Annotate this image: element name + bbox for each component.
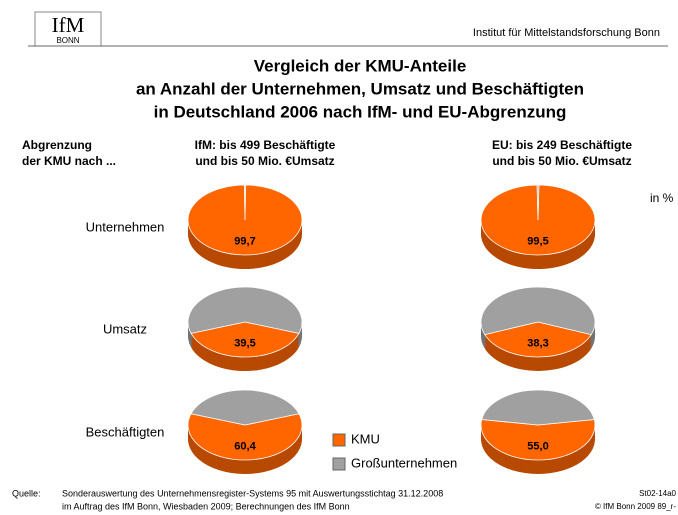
title: Vergleich der KMU-Anteile bbox=[254, 56, 467, 75]
row-label: Unternehmen bbox=[86, 219, 165, 234]
value-label: 99,7 bbox=[234, 235, 255, 247]
pie-slice bbox=[244, 184, 246, 221]
value-label: 99,5 bbox=[527, 235, 548, 247]
pie-slice bbox=[190, 321, 300, 358]
legend-label: Großunternehmen bbox=[351, 455, 457, 470]
unit: in % bbox=[650, 191, 674, 205]
row-header: Abgrenzung bbox=[22, 138, 92, 152]
source: Sonderauswertung des Unternehmensregiste… bbox=[62, 488, 443, 498]
pie-slice bbox=[190, 389, 300, 426]
legend-swatch bbox=[332, 457, 346, 471]
row-label: Beschäftigten bbox=[86, 424, 165, 439]
pie-slice bbox=[480, 286, 596, 336]
code: St02-14a0 bbox=[639, 489, 676, 498]
logo-box bbox=[34, 11, 102, 47]
legend-label: KMU bbox=[351, 431, 380, 446]
pie-slice bbox=[480, 419, 596, 461]
institute: Institut für Mittelstandsforschung Bonn bbox=[473, 27, 660, 39]
value-label: 38,3 bbox=[527, 337, 548, 349]
row-label: Umsatz bbox=[103, 321, 147, 336]
column-label: IfM: bis 499 Beschäftigte bbox=[195, 138, 336, 152]
source-label: Quelle: bbox=[12, 488, 41, 498]
column-label: EU: bis 249 Beschäftigte bbox=[492, 138, 632, 152]
pie-slice bbox=[187, 286, 303, 334]
logo-sub: BONN bbox=[56, 36, 79, 45]
value-label: 39,5 bbox=[234, 337, 255, 349]
row-header: der KMU nach ... bbox=[22, 154, 116, 168]
code: © IfM Bonn 2009 89_r- bbox=[595, 502, 676, 511]
value-label: 60,4 bbox=[234, 440, 256, 452]
legend-swatch bbox=[332, 433, 346, 447]
source: im Auftrag des IfM Bonn, Wiesbaden 2009;… bbox=[62, 501, 350, 511]
column-label: und bis 50 Mio. €Umsatz bbox=[195, 154, 334, 168]
logo: IfM bbox=[52, 13, 85, 37]
title: an Anzahl der Unternehmen, Umsatz und Be… bbox=[136, 79, 584, 98]
pie-slice bbox=[187, 184, 303, 256]
pie-slice bbox=[536, 184, 540, 221]
pie-slice bbox=[481, 389, 595, 426]
column-label: und bis 50 Mio. €Umsatz bbox=[492, 154, 631, 168]
pie-slice bbox=[480, 184, 596, 256]
pie-slice bbox=[187, 413, 303, 461]
title: in Deutschland 2006 nach IfM- und EU-Abg… bbox=[154, 102, 567, 121]
pie-slice bbox=[484, 321, 592, 358]
value-label: 55,0 bbox=[527, 440, 548, 452]
